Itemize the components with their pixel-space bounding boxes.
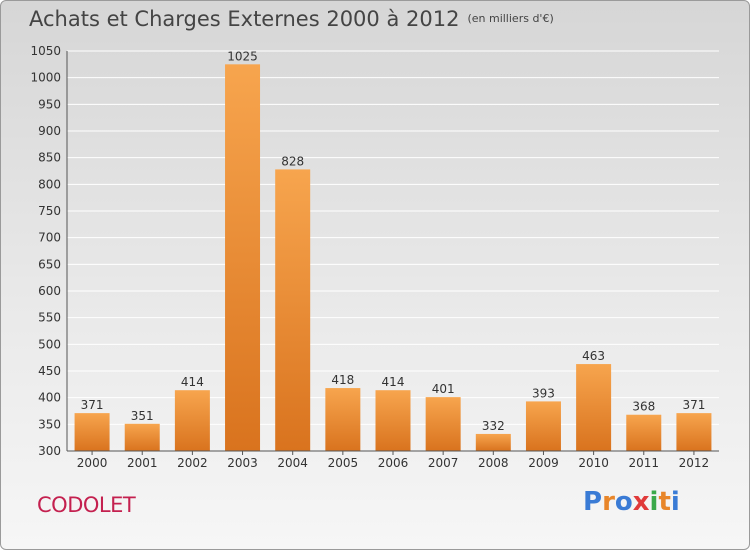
x-tick-label: 2006 [378, 456, 409, 470]
bar-2000 [74, 413, 110, 451]
bar-2011 [626, 414, 662, 451]
y-tick-label: 700 [38, 231, 61, 245]
bar-2004 [275, 169, 311, 451]
bar-2009 [525, 401, 561, 451]
bar-2010 [576, 364, 612, 451]
y-tick-label: 350 [38, 417, 61, 431]
y-tick-label: 550 [38, 311, 61, 325]
data-label: 371 [81, 398, 104, 412]
chart-title-text: Achats et Charges Externes 2000 à 2012 [29, 7, 460, 31]
bar-2006 [375, 390, 411, 451]
y-tick-label: 600 [38, 284, 61, 298]
x-tick-label: 2008 [478, 456, 509, 470]
x-tick-label: 2009 [528, 456, 559, 470]
bars [74, 64, 712, 452]
data-label: 1025 [227, 49, 258, 63]
bar-2003 [225, 64, 261, 452]
logo-letter: i [649, 487, 659, 517]
y-tick-label: 500 [38, 337, 61, 351]
data-label: 393 [532, 386, 555, 400]
data-label: 401 [432, 382, 455, 396]
y-tick-label: 900 [38, 124, 61, 138]
y-tick-label: 950 [38, 97, 61, 111]
data-labels: 371 351 414 1025 828 418 414 401 332 393 463 368 371 [81, 49, 706, 433]
y-tick-label: 400 [38, 391, 61, 405]
x-tick-label: 2012 [679, 456, 710, 470]
y-tick-label: 850 [38, 151, 61, 165]
data-label: 418 [331, 373, 354, 387]
data-label: 332 [482, 419, 505, 433]
chart-title: Achats et Charges Externes 2000 à 2012 (e… [29, 7, 554, 31]
proxiti-logo: Proxiti [583, 487, 680, 517]
data-label: 414 [181, 375, 204, 389]
x-tick-label: 2001 [127, 456, 158, 470]
y-tick-label: 1000 [30, 71, 61, 85]
x-tick-label: 2002 [177, 456, 208, 470]
logo-letter: x [632, 487, 650, 517]
data-label: 828 [281, 154, 304, 168]
x-tick-label: 2007 [428, 456, 459, 470]
logo-letter: P [583, 487, 603, 517]
commune-name: CODOLET [37, 493, 136, 517]
bar-2008 [475, 433, 511, 451]
y-tick-label: 800 [38, 177, 61, 191]
x-tick-label: 2004 [277, 456, 308, 470]
data-label: 368 [632, 400, 655, 414]
axes: 300 350 400 450 500 550 600 650 700 750 800 850 900 9… [30, 44, 719, 470]
data-label: 463 [582, 349, 605, 363]
chart-subtitle: (en milliers d'€) [467, 12, 554, 25]
bar-2007 [425, 397, 461, 451]
y-tick-label: 650 [38, 257, 61, 271]
x-tick-label: 2011 [628, 456, 659, 470]
bar-2005 [325, 388, 361, 451]
x-tick-label: 2000 [77, 456, 108, 470]
bar-2001 [124, 423, 160, 451]
x-tick-label: 2010 [578, 456, 609, 470]
y-tick-label: 450 [38, 364, 61, 378]
logo-letter: r [602, 487, 615, 517]
y-tick-label: 750 [38, 204, 61, 218]
y-tick-label: 1050 [30, 44, 61, 58]
logo-letter: o [614, 487, 633, 517]
x-tick-label: 2005 [328, 456, 359, 470]
x-tick-label: 2003 [227, 456, 258, 470]
logo-letter: i [670, 487, 680, 517]
data-label: 371 [682, 398, 705, 412]
bar-2012 [676, 413, 712, 451]
bar-2002 [174, 390, 210, 451]
data-label: 351 [131, 409, 154, 423]
data-label: 414 [382, 375, 405, 389]
y-tick-label: 300 [38, 444, 61, 458]
logo-letter: t [658, 487, 671, 517]
